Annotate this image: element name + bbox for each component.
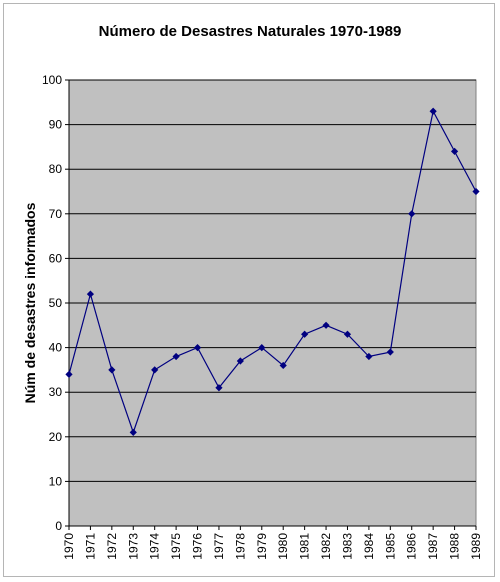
data-point-1988: [450, 147, 459, 155]
x-tick-label: 1985: [383, 533, 397, 560]
x-tick-label: 1989: [469, 533, 483, 560]
data-point-1973: [129, 428, 137, 436]
data-point-1976: [193, 344, 202, 352]
x-tick-label: 1970: [62, 533, 76, 560]
y-tick-label: 80: [49, 162, 63, 176]
plot-area: 0 10 20 30 40 50 60 70 80 90 100 1970 1971 1972 1973 19…: [42, 73, 483, 560]
chart-title: Número de Desastres Naturales 1970-1989: [99, 23, 402, 40]
data-point-1986: [408, 210, 416, 218]
data-point-1983: [343, 330, 352, 338]
y-tick-label: 70: [49, 207, 63, 221]
data-point-1975: [172, 352, 180, 361]
x-tick-label: 1987: [426, 533, 440, 560]
y-tick-label: 0: [55, 519, 62, 533]
series-line: [68, 109, 477, 435]
y-tick-label: 20: [49, 430, 63, 444]
x-tick-label: 1977: [212, 533, 226, 560]
y-tick-label: 40: [49, 341, 63, 355]
y-tick-label: 100: [42, 73, 62, 87]
y-tick-label: 10: [49, 474, 63, 488]
x-tick-label: 1979: [255, 533, 269, 560]
data-point-1982: [322, 321, 330, 329]
data-point-1987: [429, 107, 437, 115]
x-tick-label: 1976: [191, 533, 205, 560]
y-tick-label: 50: [49, 296, 63, 310]
x-tick-label: 1981: [298, 533, 312, 560]
x-tick-label: 1974: [148, 533, 162, 560]
data-point-1979: [258, 344, 266, 352]
data-point-1978: [236, 357, 244, 365]
x-tick-label: 1982: [319, 533, 333, 560]
data-point-1980: [279, 361, 287, 370]
data-point-1970: [65, 370, 73, 378]
x-tick-label: 1988: [448, 533, 462, 560]
data-point-1972: [108, 366, 116, 374]
x-tick-label: 1972: [105, 533, 119, 560]
data-point-1974: [151, 366, 159, 374]
x-tick-label: 1980: [276, 533, 290, 560]
y-tick-label: 60: [49, 251, 63, 265]
x-tick-label: 1971: [83, 533, 97, 560]
y-tick-label: 90: [49, 118, 63, 132]
x-tick-label: 1973: [126, 533, 140, 560]
y-tick-label: 30: [49, 385, 63, 399]
data-point-1971: [86, 290, 95, 298]
x-tick-label: 1984: [362, 533, 376, 560]
data-point-1989: [472, 187, 480, 196]
data-point-1981: [301, 330, 309, 338]
x-tick-label: 1975: [169, 533, 183, 560]
x-tick-label: 1986: [405, 533, 419, 560]
data-point-1985: [386, 348, 394, 356]
y-axis-label: Núm de desastres informados: [22, 202, 38, 403]
x-tick-label: 1983: [340, 533, 354, 560]
data-point-1977: [215, 384, 223, 392]
x-tick-label: 1978: [233, 533, 247, 560]
data-point-1984: [365, 352, 373, 361]
